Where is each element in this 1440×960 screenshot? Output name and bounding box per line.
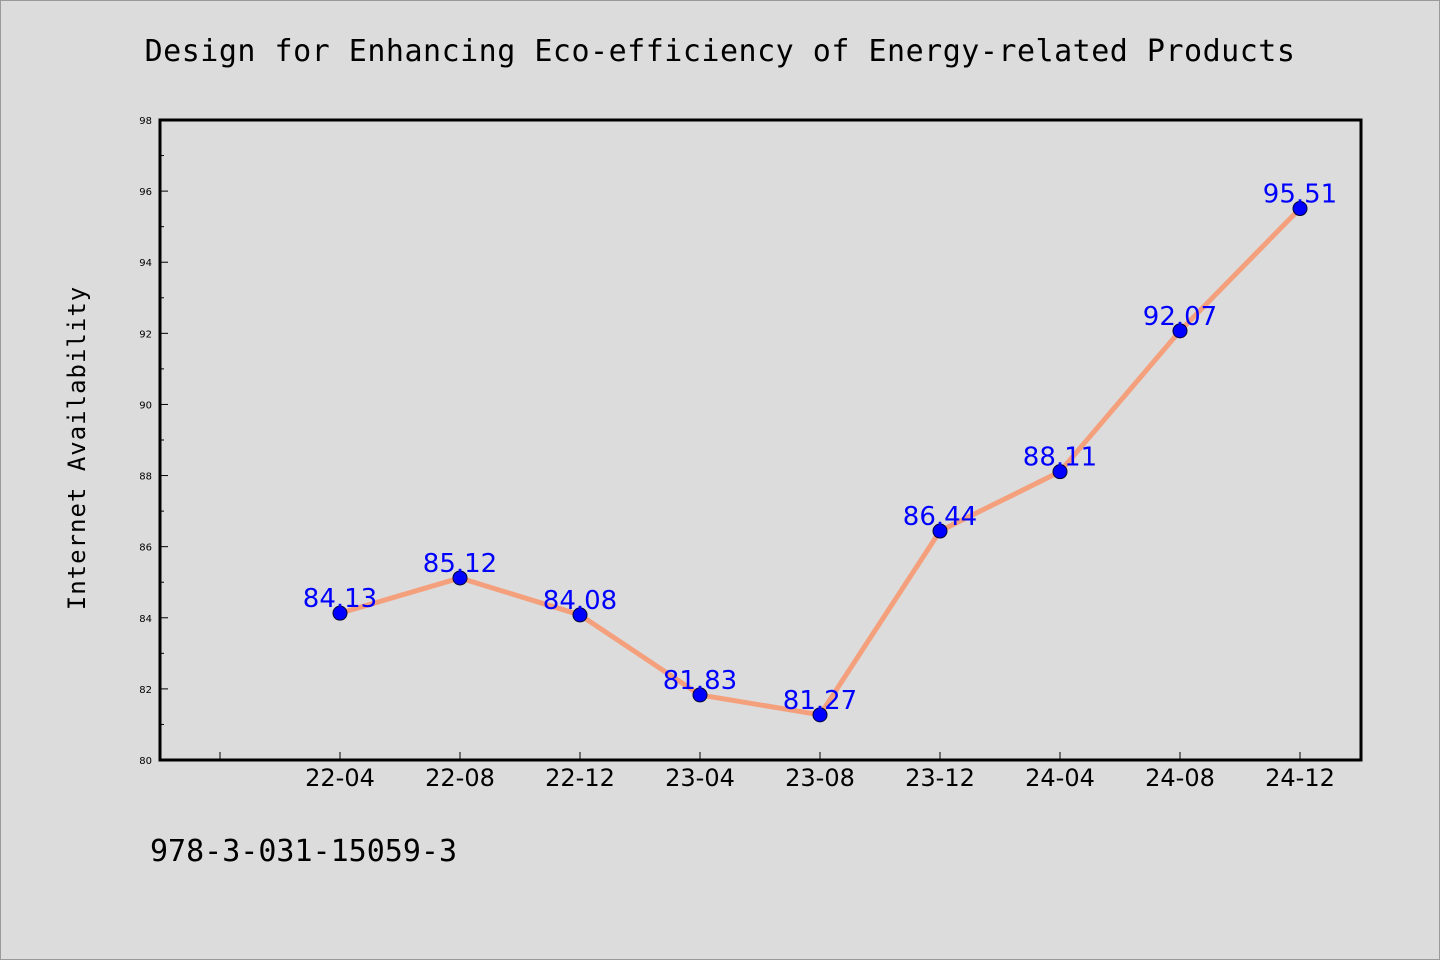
data-point: [332, 605, 348, 621]
data-label: 95.51: [1263, 180, 1337, 210]
y-tick-label: 90: [139, 400, 152, 411]
data-label: 86.44: [903, 502, 977, 532]
x-tick-label: 24-08: [1145, 764, 1215, 792]
data-point: [452, 570, 468, 586]
x-tick-label: 23-04: [665, 764, 735, 792]
data-point: [692, 687, 708, 703]
x-tick-label: 23-12: [905, 764, 975, 792]
data-point: [1052, 464, 1068, 480]
x-axis-ticks: 22-04 22-08 22-12 23-04 23-08 23-12 24-04 24-08…: [219, 752, 1335, 792]
data-point: [1292, 201, 1308, 217]
x-tick-label: 22-08: [425, 764, 495, 792]
data-point: [932, 523, 948, 539]
data-label: 81.27: [783, 686, 857, 716]
y-tick-label: 82: [139, 685, 152, 696]
chart-title: Design for Enhancing Eco-efficiency of E…: [144, 34, 1296, 69]
y-tick-label: 94: [139, 258, 152, 269]
x-tick-label: 23-08: [785, 764, 855, 792]
y-tick-label: 84: [139, 614, 152, 625]
footer-code: 978-3-031-15059-3: [150, 834, 458, 869]
series-layer: 84.13 85.12 84.08 81.83 81.27 86.44 88.11 92.07…: [303, 180, 1337, 723]
y-tick-label: 98: [139, 116, 152, 127]
data-label: 84.08: [543, 586, 617, 616]
data-label: 81.83: [663, 666, 737, 696]
x-tick-label: 24-12: [1265, 764, 1335, 792]
data-point: [812, 707, 828, 723]
y-tick-label: 88: [139, 472, 152, 483]
data-point: [572, 607, 588, 623]
y-tick-label: 92: [139, 329, 152, 340]
x-tick-label: 24-04: [1025, 764, 1095, 792]
data-label: 88.11: [1023, 443, 1097, 473]
y-tick-label: 86: [139, 543, 152, 554]
plot-area-border: [158, 118, 1363, 762]
data-label: 92.07: [1143, 302, 1217, 332]
y-axis-ticks: 80 82 84 86 88 90 92 94 96 98: [139, 116, 168, 767]
y-tick-label: 96: [139, 187, 152, 198]
y-tick-label: 80: [139, 756, 152, 767]
data-label: 84.13: [303, 584, 377, 614]
x-tick-label: 22-12: [545, 764, 615, 792]
data-point: [1172, 323, 1188, 339]
x-tick-label: 22-04: [305, 764, 375, 792]
data-label: 85.12: [423, 549, 497, 579]
series-line: [337, 206, 1303, 718]
